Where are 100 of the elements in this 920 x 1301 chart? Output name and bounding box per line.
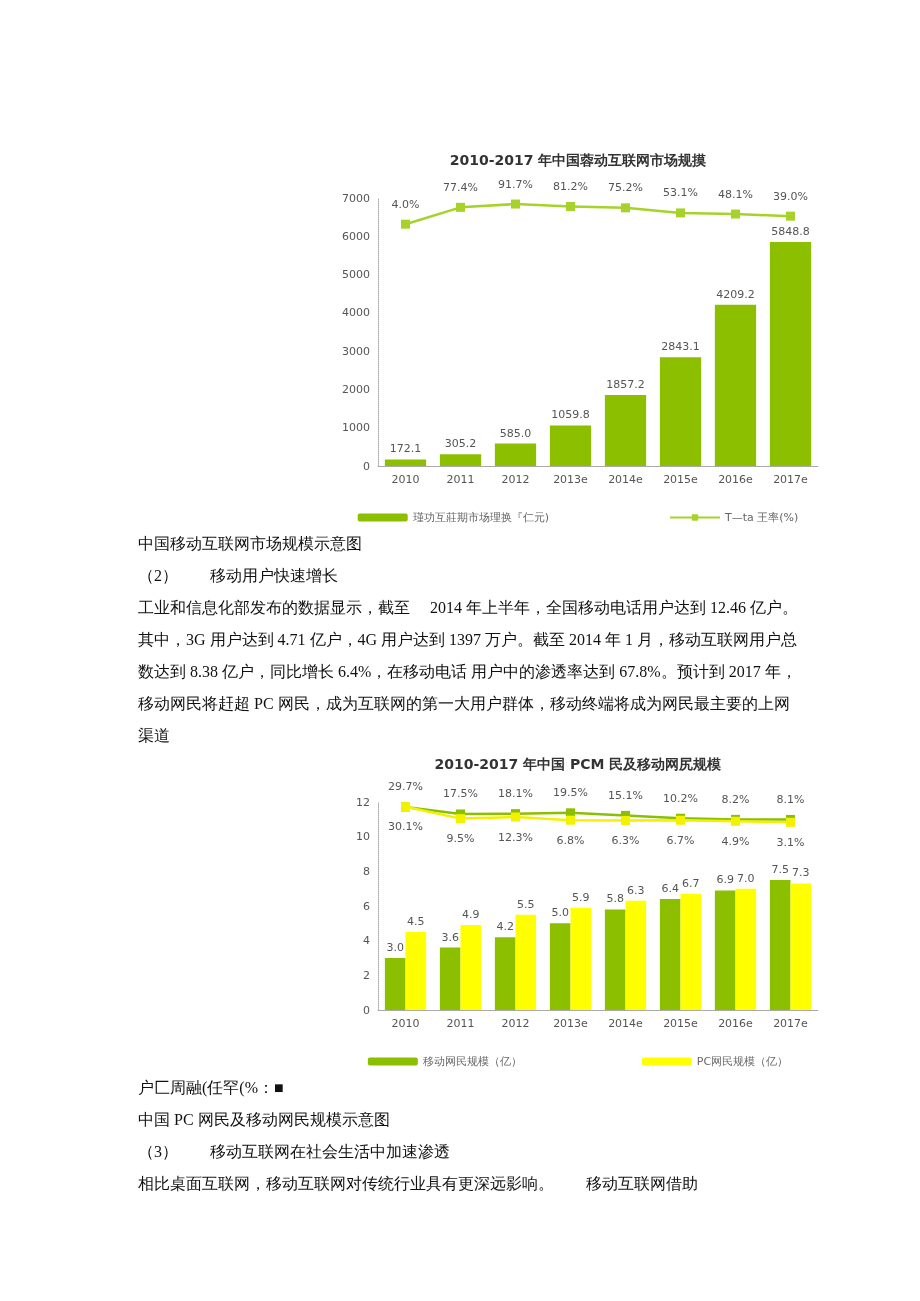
data-label: 3.6 <box>441 930 459 944</box>
data-label: 17.5% <box>443 787 478 801</box>
point <box>511 199 520 209</box>
data-label: 4.9% <box>721 834 750 848</box>
data-label: 5.9 <box>572 890 590 904</box>
bar <box>549 425 592 466</box>
data-label: 7.0 <box>737 871 755 885</box>
bar <box>494 937 516 1010</box>
bar <box>604 909 626 1010</box>
data-label: 5.0 <box>551 906 569 920</box>
x-tick-label: 2017e <box>773 1017 809 1030</box>
y-tick-label: 0 <box>363 1003 370 1017</box>
y-tick-label: 0 <box>363 459 370 473</box>
legend-label: 瑾功互莊期市场理换『仁元) <box>412 511 549 524</box>
data-label: 2843.1 <box>661 340 700 354</box>
bar <box>460 925 482 1010</box>
y-tick-label: 10 <box>356 830 370 844</box>
bar <box>625 900 647 1010</box>
data-label: 9.5% <box>446 832 475 846</box>
data-label: 7.5 <box>771 863 789 876</box>
text: （2） 移动用户快速增长 <box>137 566 339 586</box>
y-tick-label: 8 <box>363 864 370 878</box>
data-label: 15.1% <box>608 788 643 802</box>
data-label: 6.7 <box>682 876 700 890</box>
y-tick-label: 3000 <box>342 344 370 358</box>
bar <box>439 454 482 466</box>
y-tick-label: 1000 <box>342 421 370 435</box>
legend-label: 移动网民规模（亿） <box>422 1055 522 1068</box>
y-tick-label: 4000 <box>342 306 370 320</box>
legend-label: T—ta 王率(%) <box>723 511 799 524</box>
bar <box>659 899 681 1010</box>
y-tick-label: 2000 <box>342 382 370 396</box>
data-label: 4.2 <box>496 920 514 934</box>
data-label: 77.4% <box>443 180 478 194</box>
data-label: 75.2% <box>608 181 643 195</box>
data-label: 1857.2 <box>606 377 645 391</box>
y-tick-label: 12 <box>356 795 370 809</box>
data-label: 8.1% <box>776 792 805 806</box>
bar <box>714 304 757 466</box>
text: （3） 移动互联网在社会生活中加速渗透 <box>137 1142 451 1162</box>
data-label: 7.3 <box>792 866 810 880</box>
data-label: 6.3% <box>611 833 640 847</box>
data-label: 4209.2 <box>716 287 755 301</box>
bar <box>680 893 702 1010</box>
chart-title: 2010-2017 年中国蓉动互联网市场规摸 <box>449 152 707 168</box>
data-label: 5848.8 <box>771 225 810 239</box>
data-label: 48.1% <box>718 187 753 201</box>
chart-title: 2010-2017 年中国 PCM 民及移动网尻规模 <box>434 756 723 772</box>
data-label: 3.1% <box>776 835 805 849</box>
point <box>401 219 410 229</box>
data-label: 4.9 <box>462 908 480 922</box>
bar <box>439 947 461 1010</box>
data-label: 6.7% <box>666 833 695 847</box>
data-label: 4.5 <box>407 915 425 928</box>
data-label: 39.0% <box>773 189 808 203</box>
data-label: 8.2% <box>721 792 750 806</box>
bar <box>714 890 736 1010</box>
data-label: 6.4 <box>661 882 679 896</box>
bar <box>769 880 791 1010</box>
y-tick-label: 4 <box>363 934 370 948</box>
data-label: 19.5% <box>553 786 588 800</box>
x-tick-label: 2011 <box>446 1017 475 1030</box>
x-tick-label: 2013e <box>553 473 589 486</box>
data-label: 30.1% <box>388 820 423 834</box>
bar <box>790 883 812 1010</box>
data-label: 6.3 <box>627 883 645 897</box>
point <box>456 814 465 824</box>
x-tick-label: 2015e <box>663 473 699 486</box>
x-tick-label: 2016e <box>718 473 754 486</box>
point <box>731 209 740 219</box>
bar <box>384 459 427 466</box>
data-label: 6.8% <box>556 833 585 847</box>
text: 中国 PC 网民及移动网民规模示意图 <box>137 1110 391 1130</box>
data-label: 6.9 <box>716 873 734 887</box>
data-label: 12.3% <box>498 830 533 844</box>
x-tick-label: 2010 <box>391 1017 420 1030</box>
text: 工业和信息化部发布的数据显示，截至 2014 年上半年，全国移动电话用户达到 12.46 亿户。其中，3G 用户达到 4.71 亿户，4G 用户达到 1397 万户。截至 2014 年 1 月，移动互联网用户总数达到 8.38 亿户，同比增长 6.4%，在移动电话 用户中的渗透率达到 67.8%。预计到 2017 年，移动网民将赶超 PC 网民，成为互联网的第一大用户群体，移动终端将成为网民最主要的上网渠道 <box>137 598 799 746</box>
bar <box>570 907 592 1010</box>
data-label: 81.2% <box>553 179 588 193</box>
bar <box>549 923 571 1010</box>
y-tick-label: 2 <box>363 968 370 982</box>
bar <box>405 932 427 1010</box>
bar <box>604 394 647 466</box>
x-tick-label: 2016e <box>718 1017 754 1030</box>
bar <box>769 242 812 466</box>
bar <box>494 443 537 466</box>
text: 相比桌面互联网，移动互联网对传统行业具有更深远影响。 移动互联网借助 <box>137 1174 699 1194</box>
point <box>456 202 465 212</box>
data-label: 4.0% <box>391 197 420 211</box>
data-label: 5.8 <box>606 892 624 906</box>
data-label: 10.2% <box>663 791 698 805</box>
x-tick-label: 2017e <box>773 473 809 486</box>
bar <box>735 888 757 1010</box>
data-label: 29.7% <box>388 780 423 794</box>
point <box>621 815 630 825</box>
bar <box>384 958 406 1010</box>
x-tick-label: 2012 <box>501 1017 530 1030</box>
data-label: 1059.8 <box>551 408 590 422</box>
x-tick-label: 2011 <box>446 473 475 486</box>
point <box>621 203 630 213</box>
